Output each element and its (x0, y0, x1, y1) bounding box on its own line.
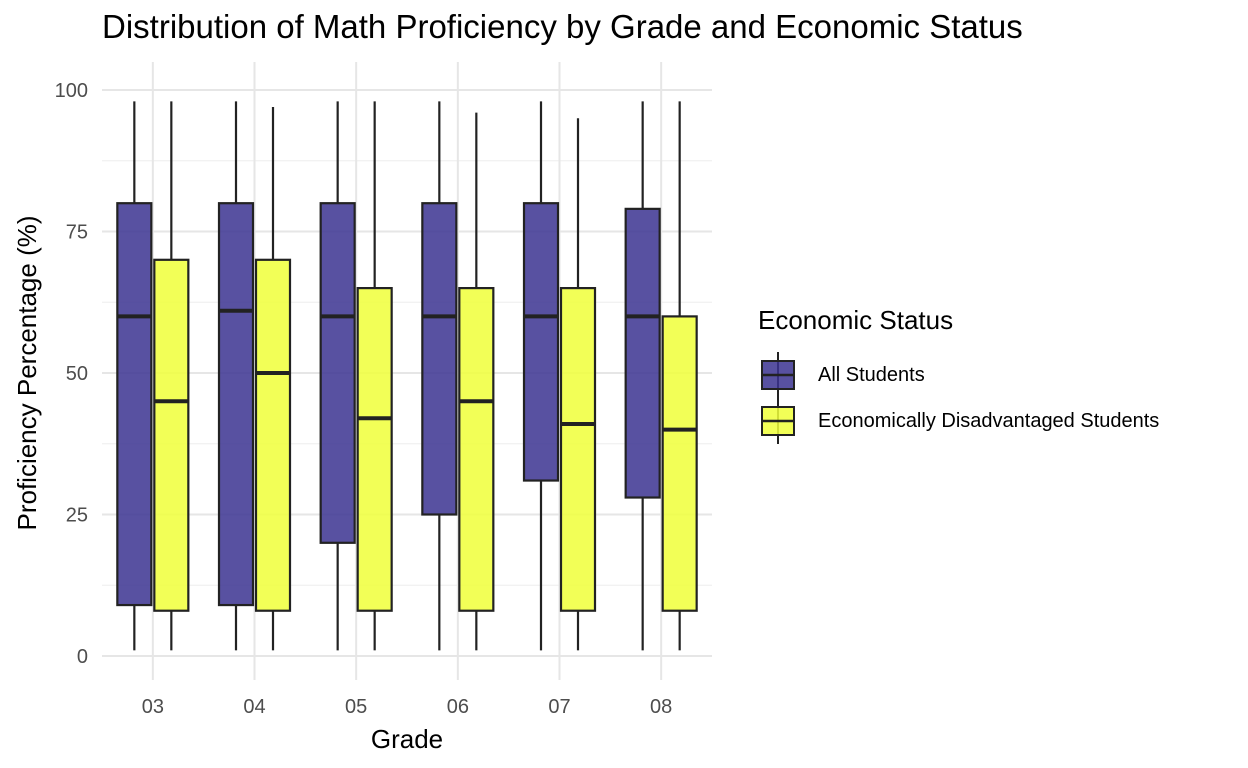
y-axis-title: Proficiency Percentage (%) (12, 215, 42, 530)
x-tick-label: 06 (447, 696, 469, 718)
legend-item-econ-disadvantaged: Economically Disadvantaged Students (758, 398, 1159, 444)
box (522, 202, 560, 482)
box (624, 207, 661, 499)
box (217, 202, 255, 607)
legend-item-all-students: All Students (758, 352, 1159, 398)
box (116, 202, 153, 607)
y-tick-label: 100 (55, 80, 88, 102)
legend-title: Economic Status (758, 305, 954, 335)
legend-label-all-students: All Students (818, 363, 925, 386)
x-tick-label: 07 (548, 696, 570, 718)
x-tick-label: 04 (243, 696, 265, 718)
legend: Economic Status All Students Economicall… (758, 305, 1159, 444)
legend-key-all-students (758, 352, 798, 398)
y-tick-label: 50 (66, 363, 88, 385)
box (661, 315, 698, 612)
x-tick-label: 03 (142, 696, 164, 718)
y-tick-label: 75 (66, 222, 88, 244)
box (254, 258, 292, 612)
y-tick-label: 0 (77, 646, 88, 668)
box (153, 258, 190, 612)
legend-label-econ-disadvantaged: Economically Disadvantaged Students (818, 409, 1160, 432)
x-axis-title: Grade (371, 724, 443, 754)
chart-title: Distribution of Math Proficiency by Grad… (102, 8, 1023, 45)
box (319, 202, 356, 544)
box (356, 287, 393, 612)
x-tick-label: 05 (345, 696, 367, 718)
box (559, 287, 597, 612)
x-tick-label: 08 (650, 696, 672, 718)
legend-key-econ-disadvantaged (758, 398, 798, 444)
box (458, 287, 495, 612)
box (421, 202, 458, 516)
y-tick-label: 25 (66, 505, 88, 527)
